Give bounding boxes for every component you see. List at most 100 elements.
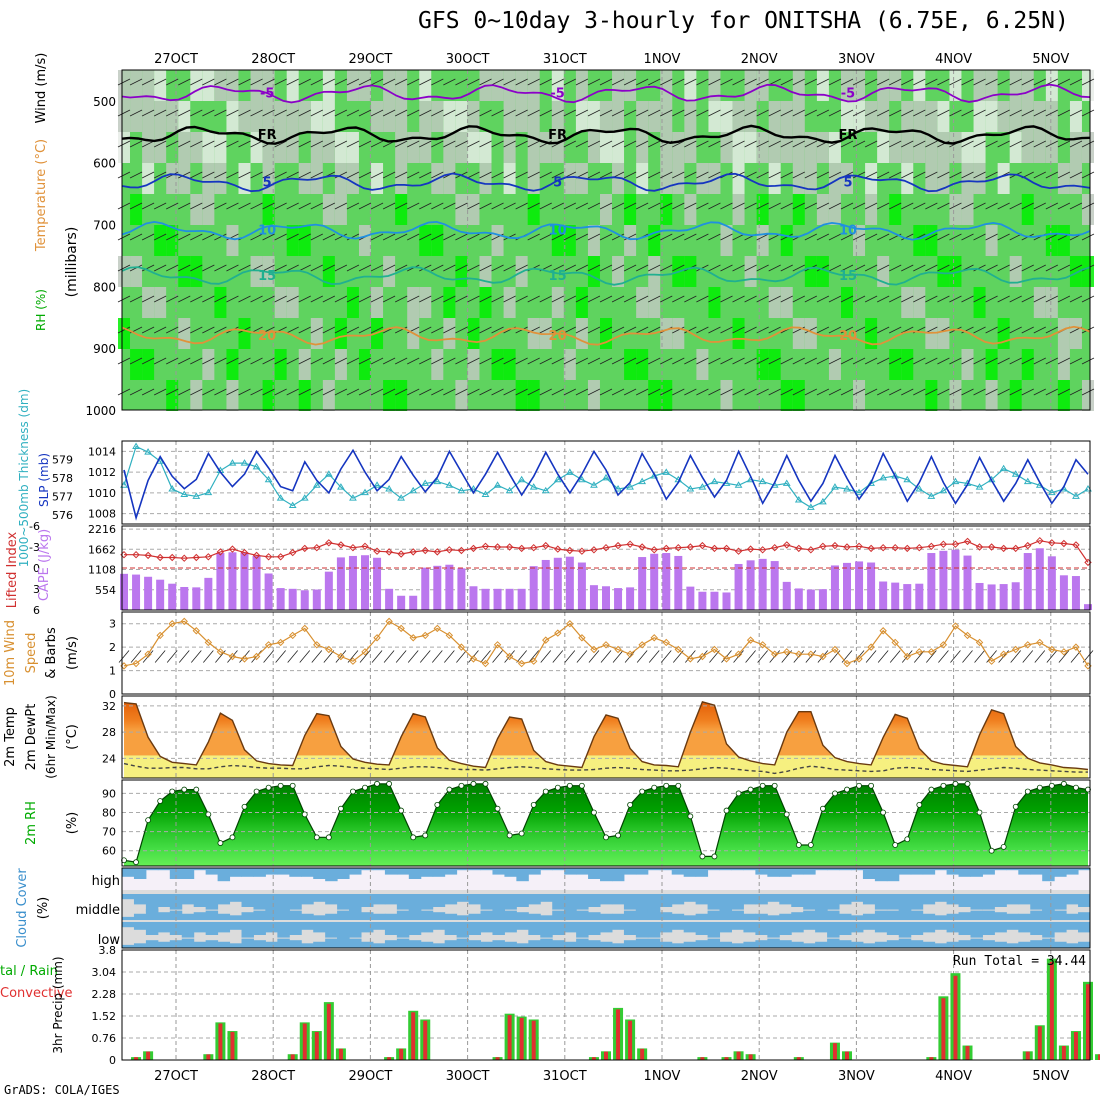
wind-barb (828, 233, 842, 241)
rh-shade-cell (877, 101, 890, 132)
wind-barb (852, 233, 866, 241)
wind-barb (178, 650, 190, 663)
thickness-point (975, 483, 984, 490)
wind-barb (696, 357, 709, 365)
wind-barb (141, 140, 155, 148)
li-point (795, 544, 803, 553)
cape-bar (903, 584, 912, 610)
thickness-point (710, 477, 719, 485)
wind-barb (479, 171, 492, 179)
cloud-bar (205, 940, 219, 948)
rh-shade-cell (431, 101, 444, 132)
cloud-bar (600, 913, 613, 920)
precip-conv-bar (941, 998, 946, 1060)
rh-point (181, 786, 188, 793)
rh-shade-cell (154, 225, 167, 256)
wind-barb (961, 140, 974, 148)
rh-shade-cell (262, 194, 275, 225)
cloud-bar (731, 910, 744, 920)
wind-barb (925, 78, 938, 86)
cloud-bar (922, 894, 936, 905)
cloud-bar (313, 915, 326, 920)
cloud-bar (934, 943, 948, 948)
cloud-bar (157, 922, 171, 933)
wind-barb (551, 109, 564, 117)
wind-barb (1057, 78, 1071, 86)
rh-point (820, 805, 826, 812)
cape-bar (1023, 553, 1032, 610)
cloud-bar (217, 913, 231, 920)
wind-barb (214, 109, 227, 117)
cloud-bar (325, 868, 338, 882)
wind-barb (214, 171, 227, 179)
wind-barb (346, 78, 360, 86)
wind-barb (623, 233, 637, 241)
cloud-bar (946, 922, 960, 933)
wind-barb (889, 202, 902, 210)
li-point (674, 543, 683, 552)
wind-barb (1033, 357, 1046, 365)
contour-label: -5 (260, 86, 274, 101)
cloud-bar (767, 868, 780, 877)
precip-conv-bar (965, 1045, 970, 1060)
cloud-bar (480, 941, 493, 948)
thickness-point (602, 473, 610, 481)
wind-barb (913, 78, 926, 86)
wind-barb (226, 357, 239, 365)
wind-barb (370, 140, 384, 148)
thickness-point (698, 483, 707, 490)
contour-label: FR (548, 128, 567, 143)
rh-point (410, 834, 417, 841)
rh-shade-cell (262, 101, 275, 132)
li-point (638, 543, 646, 551)
wind-barb (792, 140, 805, 148)
cloud-bar (850, 894, 864, 902)
wind-barb (1021, 264, 1034, 272)
rh-point (157, 798, 164, 804)
wind-barb (250, 171, 263, 179)
cloud-bar (540, 868, 553, 871)
cloud-bar (623, 910, 637, 920)
cloud-bar (671, 868, 685, 875)
cloud-bar (181, 938, 195, 948)
wind-barb (732, 109, 745, 117)
rh-point (350, 788, 356, 795)
precip-conv-bar (724, 1057, 729, 1060)
li-point (132, 550, 140, 559)
rh-shade-cell (467, 318, 480, 349)
cape-bar (818, 589, 827, 610)
wind-barb (913, 357, 926, 365)
cloud-bar (564, 868, 577, 875)
cloud-bar (719, 894, 732, 913)
wind-barb (238, 140, 251, 148)
precip-conv-bar (929, 1057, 934, 1060)
rh-shade-cell (166, 380, 179, 411)
wind-barb (599, 78, 613, 86)
wind-barb (527, 140, 540, 148)
wind-barb (635, 295, 649, 303)
precip-conv-bar (832, 1043, 837, 1060)
date-tick-bottom: 4NOV (935, 1069, 972, 1084)
thickness-point (373, 481, 381, 488)
wind-barb (1058, 650, 1070, 663)
precip-total-label: tal / Rain (0, 964, 58, 979)
wind-barb (1009, 264, 1022, 272)
precip-conv-bar (326, 1003, 331, 1060)
wind-barb (382, 78, 396, 86)
cloud-bar (719, 941, 732, 948)
rh-shade-cell (624, 70, 637, 101)
wind-tick: 1 (109, 665, 116, 678)
wind-barb (720, 357, 733, 365)
precip-conv-bar (290, 1054, 295, 1060)
wind-barb (876, 357, 890, 365)
wind-barb (816, 171, 830, 179)
wind-barb (178, 295, 191, 303)
thickness-point (794, 496, 803, 503)
li-point (433, 548, 442, 556)
panel-frame (121, 949, 1091, 1061)
cape-bar (855, 561, 864, 610)
wind-barb (901, 264, 914, 272)
cloud-bar (994, 868, 1007, 871)
precip-conv-bar (399, 1048, 404, 1060)
wind-barb (310, 233, 323, 241)
